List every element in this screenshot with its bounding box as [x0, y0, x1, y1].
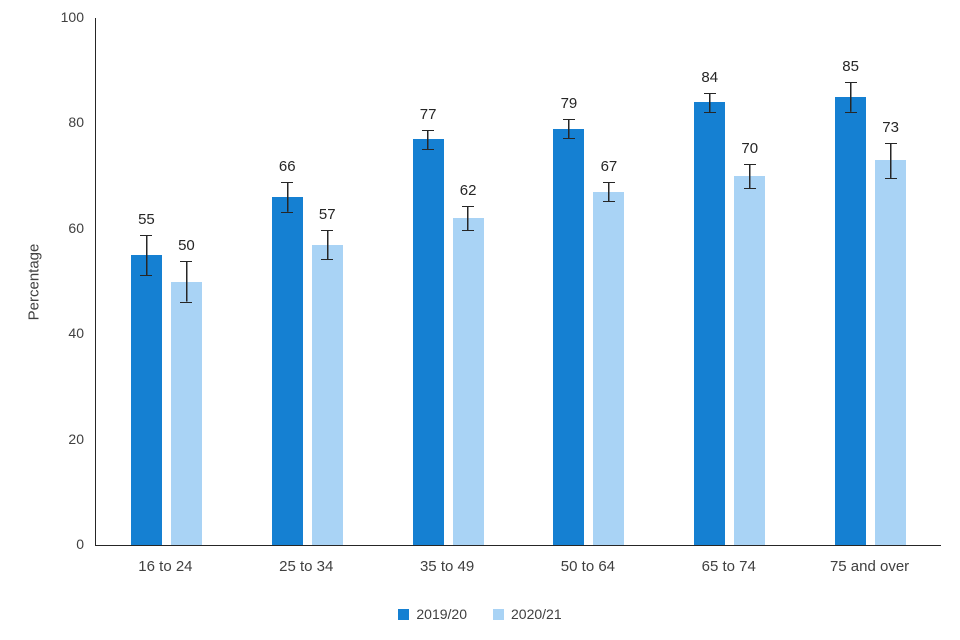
legend-swatch [493, 608, 504, 620]
bar-series-0 [835, 97, 867, 545]
bar-value-label: 62 [459, 182, 477, 200]
bar-value-label: 84 [701, 68, 719, 86]
error-bar [703, 92, 716, 113]
error-bar [602, 182, 615, 203]
bar-value-label: 55 [138, 211, 155, 229]
error-bar [562, 119, 575, 140]
bar-value-label: 67 [600, 158, 618, 176]
bar-value-label: 85 [842, 58, 859, 76]
y-tick-label: 0 [76, 536, 84, 552]
error-bar [281, 182, 294, 213]
error-bar [321, 229, 334, 261]
bar-series-0 [694, 102, 726, 545]
error-bar [884, 142, 897, 179]
y-axis-title: Percentage [25, 243, 43, 321]
bar-series-1 [593, 191, 625, 545]
legend-swatch [398, 608, 410, 620]
bar-series-1 [311, 244, 343, 545]
x-category-label: 25 to 34 [279, 558, 334, 575]
y-tick-label: 100 [60, 9, 84, 25]
bar-value-label: 79 [560, 95, 578, 113]
bar-series-1 [875, 160, 907, 545]
bar-series-0 [412, 139, 444, 545]
bar-series-0 [271, 197, 303, 545]
bar-series-1 [452, 218, 484, 545]
error-bar [422, 129, 435, 150]
bar-value-label: 73 [882, 118, 899, 136]
legend: 2019/20 2020/21 [0, 606, 960, 622]
legend-label: 2020/21 [511, 606, 562, 622]
x-category-label: 50 to 64 [560, 558, 616, 575]
bar-value-label: 50 [178, 237, 195, 255]
bar-series-0 [553, 128, 585, 545]
bar-series-1 [734, 176, 766, 545]
error-bar [844, 82, 857, 113]
bar-value-label: 57 [318, 205, 336, 223]
bar-value-label: 77 [419, 105, 437, 123]
bar-value-label: 66 [278, 158, 296, 176]
y-tick-label: 80 [68, 114, 84, 131]
error-bar [180, 261, 193, 303]
legend-item-1: 2020/21 [493, 606, 562, 622]
x-category-label: 35 to 49 [419, 558, 475, 575]
error-bar [140, 235, 153, 277]
error-bar [743, 163, 756, 190]
x-category-label: 16 to 24 [138, 558, 193, 575]
x-category-label: 65 to 74 [701, 558, 756, 575]
plot-area: 55 50 66 57 77 62 79 67 84 70 85 73 [95, 18, 941, 546]
x-category-label: 75 and over [829, 558, 910, 575]
y-tick-label: 40 [68, 325, 84, 342]
bar-value-label: 70 [741, 139, 759, 157]
legend-item-0: 2019/20 [398, 606, 467, 622]
bar-series-1 [170, 281, 202, 545]
legend-label: 2019/20 [416, 606, 467, 622]
bar-series-0 [130, 255, 162, 545]
y-tick-label: 20 [68, 430, 84, 447]
y-tick-label: 60 [68, 219, 84, 236]
error-bar [462, 206, 475, 232]
